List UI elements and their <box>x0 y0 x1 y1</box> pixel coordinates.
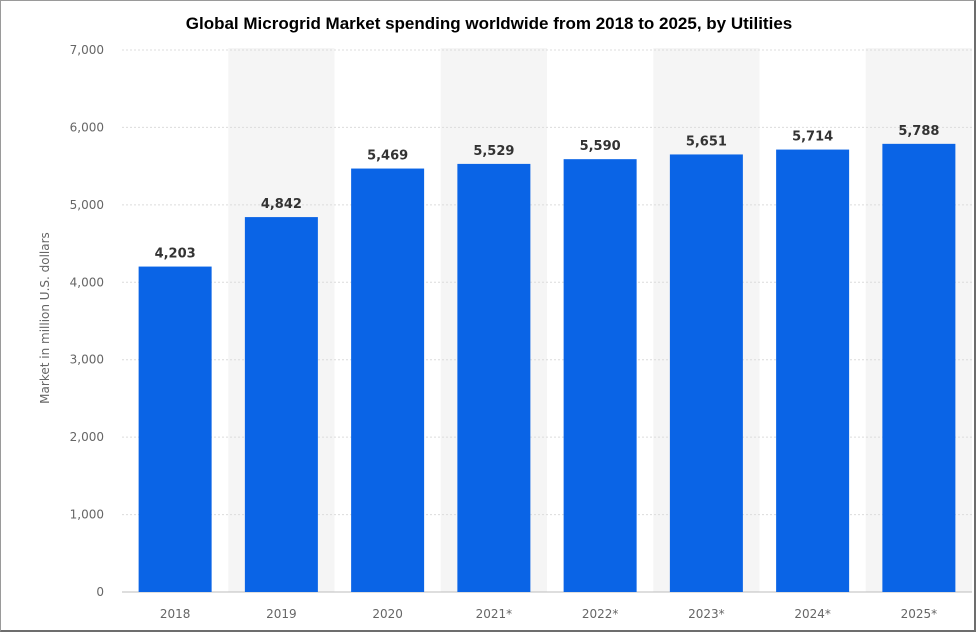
x-tick-label: 2024* <box>794 607 831 621</box>
x-tick-label: 2022* <box>582 607 619 621</box>
bar <box>563 159 637 592</box>
chart-title: Global Microgrid Market spending worldwi… <box>185 14 793 33</box>
bar <box>457 163 531 592</box>
bar <box>351 168 425 592</box>
y-tick-label: 4,000 <box>70 275 104 289</box>
x-tick-label: 2023* <box>688 607 725 621</box>
bar <box>776 149 850 593</box>
y-tick-label: 5,000 <box>70 198 104 212</box>
bar-value-label: 5,714 <box>792 130 833 145</box>
x-tick-label: 2020 <box>372 607 403 621</box>
bar-value-label: 5,651 <box>686 134 727 149</box>
bar <box>669 154 743 592</box>
bar <box>138 266 212 592</box>
x-tick-label: 2018 <box>160 607 191 621</box>
y-tick-label: 7,000 <box>70 43 104 57</box>
bar-value-label: 4,842 <box>261 197 302 212</box>
y-tick-label: 2,000 <box>70 430 104 444</box>
y-tick-label: 1,000 <box>70 508 104 522</box>
bar-value-label: 5,590 <box>580 139 621 154</box>
bar <box>882 143 956 592</box>
bar-value-label: 5,529 <box>473 144 514 159</box>
x-tick-label: 2025* <box>901 607 938 621</box>
bar-value-label: 4,203 <box>155 247 196 262</box>
y-tick-label: 3,000 <box>70 353 104 367</box>
bar-value-label: 5,469 <box>367 149 408 164</box>
x-tick-label: 2021* <box>476 607 513 621</box>
y-tick-label: 0 <box>96 585 104 599</box>
bar <box>244 217 318 592</box>
bar-value-label: 5,788 <box>898 124 939 139</box>
x-tick-label: 2019 <box>266 607 297 621</box>
y-tick-label: 6,000 <box>70 120 104 134</box>
